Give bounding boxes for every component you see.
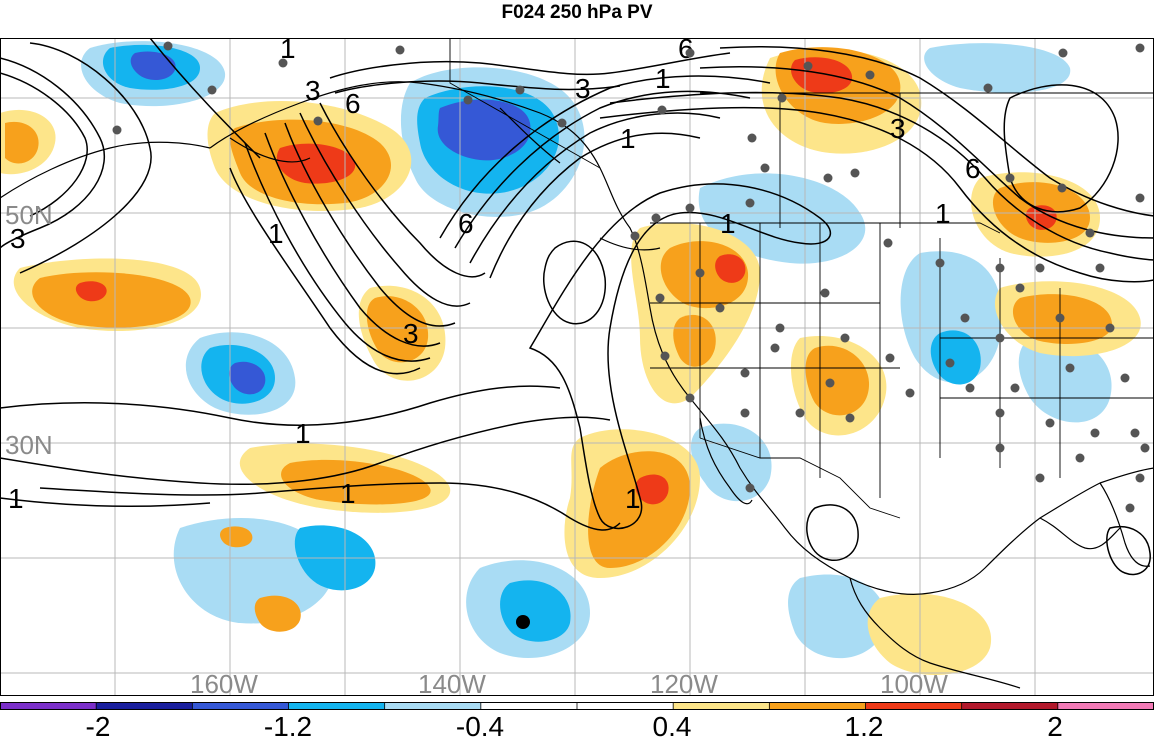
colorbar-tick-label: 0.4 — [653, 711, 692, 739]
shade-positive-medium — [254, 595, 301, 632]
lon-label-160w: 160W — [190, 669, 258, 696]
contour-label: 3 — [403, 318, 419, 349]
pv-map: 1 3 6 3 1 6 1 3 6 1 1 6 3 1 3 1 1 1 1 — [0, 38, 1154, 696]
colorbar-tick-label: 1.2 — [845, 711, 884, 739]
shade-positive-medium — [366, 296, 429, 363]
contour-label: 6 — [345, 88, 361, 119]
contour-label: 3 — [575, 73, 591, 104]
lat-label-50n: 50N — [5, 200, 53, 230]
shade-positive-medium — [32, 272, 191, 328]
colorbar-swatch — [0, 702, 97, 710]
shade-positive-strong — [635, 474, 669, 505]
colorbar-swatch — [865, 702, 963, 710]
shade-negative-light — [173, 518, 333, 624]
shade-negative-light — [788, 574, 886, 659]
colorbar-tick-label: -2 — [86, 711, 111, 739]
pv-anomaly-shading — [0, 41, 1141, 675]
colorbar-tick-label: 2 — [1047, 711, 1063, 739]
shade-negative-dark — [228, 361, 266, 395]
contour-label: 1 — [268, 218, 284, 249]
shade-positive-medium — [220, 526, 253, 548]
shade-negative-light — [924, 43, 1071, 93]
contour-label: 6 — [458, 208, 474, 239]
colorbar: -2 -1.2 -0.4 0.4 1.2 2 — [0, 702, 1154, 739]
shade-positive-strong — [75, 281, 107, 302]
colorbar-swatch — [192, 702, 289, 710]
contour-label: 1 — [935, 198, 951, 229]
contour-label: 6 — [965, 153, 981, 184]
colorbar-swatch — [961, 702, 1059, 710]
contour-label: 1 — [620, 123, 636, 154]
colorbar-swatches — [0, 702, 1154, 710]
contour-label: 3 — [305, 75, 321, 106]
contour-label: 1 — [340, 478, 356, 509]
contour-label: 1 — [625, 483, 641, 514]
shade-negative-dark — [130, 51, 176, 80]
contour-label: 1 — [8, 483, 24, 514]
contour-label: 6 — [678, 38, 694, 64]
contour-label: 1 — [720, 208, 736, 239]
contour-label: 1 — [295, 418, 311, 449]
colorbar-tick-label: -0.4 — [456, 711, 504, 739]
shade-positive-light — [867, 593, 992, 675]
lat-lon-grid — [0, 38, 1154, 696]
contour-label: 1 — [280, 38, 296, 64]
contour-label: 1 — [655, 63, 671, 94]
colorbar-swatch — [384, 702, 482, 710]
shade-positive-medium — [281, 459, 431, 505]
contour-label: 3 — [10, 223, 26, 254]
colorbar-swatch — [577, 702, 674, 710]
colorbar-swatch — [480, 702, 578, 710]
colorbar-swatch — [288, 702, 386, 710]
lat-label-30n: 30N — [5, 430, 53, 460]
pv-contours — [0, 38, 1154, 576]
black-marker-dot — [516, 615, 530, 629]
shade-positive-strong — [715, 254, 746, 283]
shade-positive-medium — [5, 121, 39, 164]
colorbar-swatch — [96, 702, 193, 710]
lon-label-120w: 120W — [650, 669, 718, 696]
contour-label: 3 — [890, 113, 906, 144]
colorbar-tick-label: -1.2 — [264, 711, 312, 739]
colorbar-swatch — [1057, 702, 1154, 710]
colorbar-swatch — [769, 702, 866, 710]
lon-label-140w: 140W — [418, 669, 486, 696]
shade-positive-medium — [805, 345, 870, 416]
colorbar-swatch — [673, 702, 770, 710]
station-dots — [112, 41, 1150, 513]
lon-label-100w: 100W — [880, 669, 948, 696]
chart-title: F024 250 hPa PV — [501, 2, 653, 23]
shade-negative-light — [1018, 336, 1112, 423]
shade-positive-strong — [276, 143, 356, 184]
shade-negative-medium — [930, 330, 981, 385]
